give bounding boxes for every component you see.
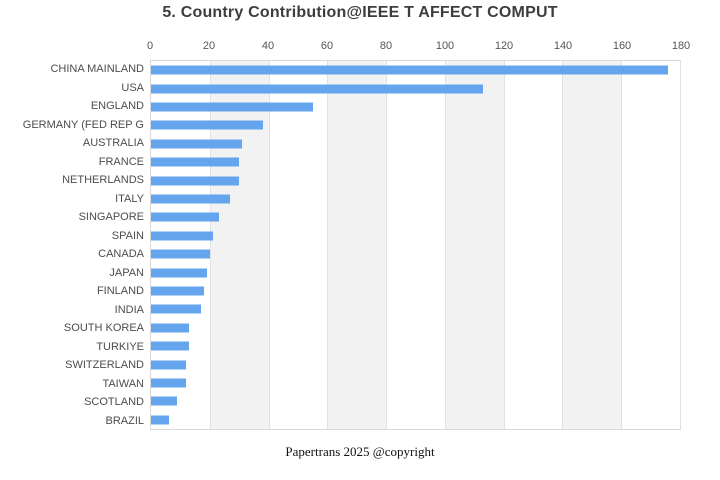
bar-switzerland[interactable] bbox=[151, 360, 187, 370]
bar-canada[interactable] bbox=[151, 249, 210, 259]
bar-brazil[interactable] bbox=[151, 415, 169, 425]
bar-india[interactable] bbox=[151, 304, 201, 314]
x-tick-label: 20 bbox=[202, 40, 216, 52]
category-label: GERMANY (FED REP G bbox=[22, 118, 144, 131]
category-label: BRAZIL bbox=[105, 414, 144, 427]
bar-italy[interactable] bbox=[151, 194, 231, 204]
bar-england[interactable] bbox=[151, 102, 313, 112]
x-tick-label: 40 bbox=[261, 40, 275, 52]
bar-singapore[interactable] bbox=[151, 212, 219, 222]
bar-scotland[interactable] bbox=[151, 396, 178, 406]
category-label: SINGAPORE bbox=[78, 211, 144, 224]
bar-usa[interactable] bbox=[151, 84, 484, 94]
category-label: FINLAND bbox=[96, 285, 144, 298]
bar-germany-fed-rep-g[interactable] bbox=[151, 120, 263, 130]
bar-france[interactable] bbox=[151, 157, 240, 167]
x-tick-label: 0 bbox=[146, 40, 154, 52]
bar-finland[interactable] bbox=[151, 286, 204, 296]
gridline bbox=[680, 61, 681, 429]
category-label: SOUTH KOREA bbox=[63, 322, 144, 335]
category-label: ITALY bbox=[115, 192, 144, 205]
x-tick-label: 80 bbox=[379, 40, 393, 52]
category-label: USA bbox=[121, 81, 144, 94]
bar-japan[interactable] bbox=[151, 268, 207, 278]
split-area-band bbox=[327, 61, 387, 429]
x-tick-label: 180 bbox=[671, 40, 691, 52]
bar-china-mainland[interactable] bbox=[151, 65, 669, 75]
gridline bbox=[268, 61, 270, 429]
plot-area bbox=[150, 60, 681, 430]
category-label: SPAIN bbox=[111, 229, 144, 242]
bar-spain[interactable] bbox=[151, 231, 213, 241]
footer-copyright: Papertrans 2025 @copyright bbox=[285, 444, 435, 459]
category-label: AUSTRALIA bbox=[82, 137, 144, 150]
category-label: CHINA MAINLAND bbox=[50, 63, 144, 76]
category-label: INDIA bbox=[114, 303, 144, 316]
gridline bbox=[209, 61, 211, 429]
bar-turkiye[interactable] bbox=[151, 341, 190, 351]
category-label: NETHERLANDS bbox=[62, 174, 144, 187]
bar-taiwan[interactable] bbox=[151, 378, 187, 388]
category-label: SWITZERLAND bbox=[65, 359, 144, 372]
gridline bbox=[386, 61, 388, 429]
x-axis-tick-labels: 0 20 40 60 80 100 120 140 160 180 bbox=[146, 40, 690, 54]
category-label: ENGLAND bbox=[90, 100, 144, 113]
gridline bbox=[562, 61, 564, 429]
category-label: JAPAN bbox=[109, 266, 144, 279]
category-label: FRANCE bbox=[98, 155, 144, 168]
split-area-band bbox=[444, 61, 504, 429]
bar-south-korea[interactable] bbox=[151, 323, 190, 333]
chart-title: 5. Country Contribution@IEEE T AFFECT CO… bbox=[162, 4, 558, 21]
split-area-band bbox=[562, 61, 622, 429]
category-label: SCOTLAND bbox=[84, 396, 144, 409]
x-tick-label: 120 bbox=[494, 40, 514, 52]
category-axis-labels: CHINA MAINLAND USA ENGLAND GERMANY (FED REP… bbox=[0, 60, 144, 430]
x-tick-label: 60 bbox=[320, 40, 334, 52]
gridline bbox=[444, 61, 446, 429]
x-tick-label: 100 bbox=[435, 40, 455, 52]
category-label: TAIWAN bbox=[102, 377, 144, 390]
x-tick-label: 160 bbox=[612, 40, 632, 52]
category-label: CANADA bbox=[98, 248, 144, 261]
split-area-band bbox=[209, 61, 269, 429]
bar-australia[interactable] bbox=[151, 139, 243, 149]
x-tick-label: 140 bbox=[553, 40, 573, 52]
gridline bbox=[327, 61, 329, 429]
gridline bbox=[621, 61, 623, 429]
bar-netherlands[interactable] bbox=[151, 176, 240, 186]
gridline bbox=[503, 61, 505, 429]
category-label: TURKIYE bbox=[96, 340, 144, 353]
